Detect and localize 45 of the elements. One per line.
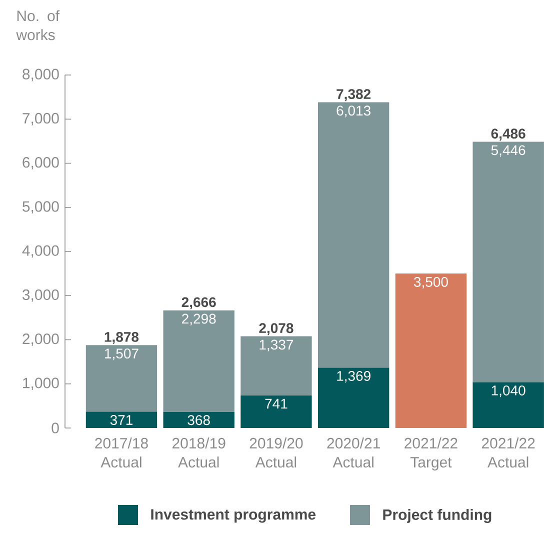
x-tick-label: 2020/21 Actual (327, 438, 380, 468)
data-label: 371 (110, 415, 132, 425)
y-axis-title: No. of works (16, 10, 60, 40)
data-label: 1,507 (105, 348, 138, 360)
bar (472, 382, 544, 428)
bar (318, 368, 390, 428)
bar (472, 142, 544, 382)
x-tick-label: 2018/19 Actual (172, 438, 226, 468)
y-tick-label: 5,000 (22, 201, 59, 214)
legend-label: Project funding (383, 508, 492, 524)
data-label: 6,013 (336, 106, 370, 118)
bar (163, 310, 234, 412)
total-label: 7,382 (336, 89, 371, 102)
total-label: 1,878 (104, 332, 139, 344)
data-label: 3,500 (414, 276, 448, 289)
x-tick-label: 2021/22 Actual (482, 438, 535, 468)
bar (86, 345, 158, 412)
data-label: 1,369 (337, 370, 370, 383)
y-tick-label: 2,000 (22, 334, 59, 346)
data-label: 2,298 (182, 314, 216, 326)
x-tick-label: 2017/18 Actual (95, 438, 148, 468)
y-tick-label: 7,000 (22, 112, 59, 126)
y-tick-label: 3,000 (22, 289, 59, 302)
y-tick-label: 1,000 (23, 378, 59, 390)
x-tick-label: 2019/20 Actual (250, 438, 303, 468)
y-tick-label: 4,000 (22, 245, 59, 258)
bar (86, 412, 158, 428)
y-tick-label: 0 (52, 422, 59, 434)
total-label: 2,078 (259, 323, 294, 336)
bar (395, 274, 467, 428)
data-label: 1,040 (492, 386, 526, 398)
y-tick-label: 8,000 (22, 68, 59, 82)
total-label: 6,486 (491, 128, 526, 141)
y-tick-label: 6,000 (22, 157, 59, 170)
data-label: 368 (188, 415, 210, 426)
bar (240, 395, 312, 428)
data-label: 741 (265, 398, 288, 408)
bar (240, 336, 312, 396)
bar (163, 412, 234, 428)
data-label: 5,446 (491, 145, 526, 157)
x-tick-label: 2021/22 Target (404, 438, 458, 470)
legend-label: Investment programme (151, 509, 316, 523)
total-label: 2,666 (182, 297, 216, 310)
bar (318, 102, 390, 368)
data-label: 1,337 (260, 340, 294, 352)
